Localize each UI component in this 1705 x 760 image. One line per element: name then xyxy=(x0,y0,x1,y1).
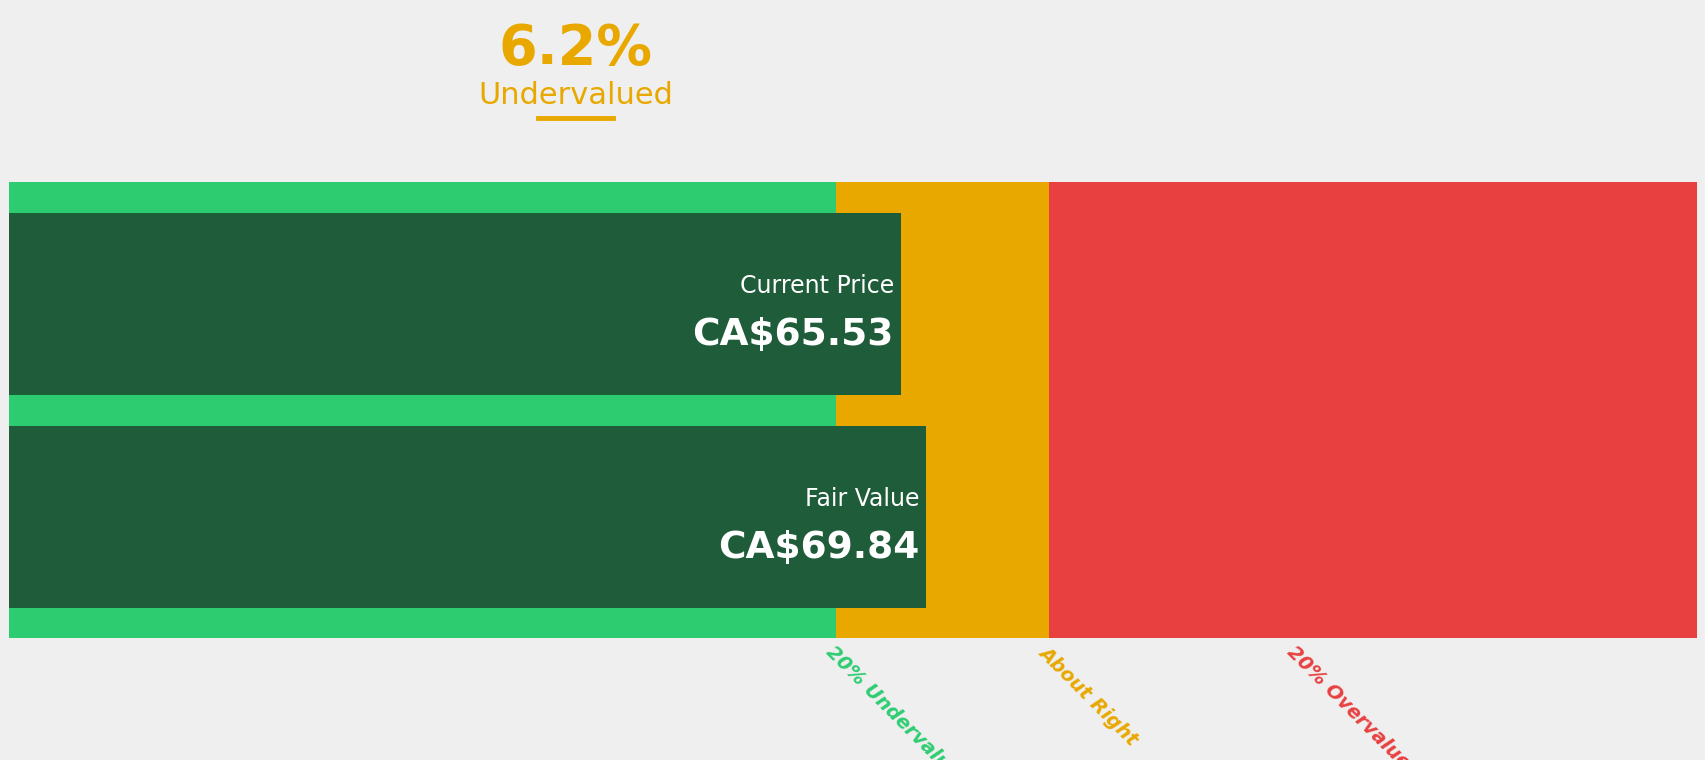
Bar xyxy=(1049,426,1696,608)
Text: About Right: About Right xyxy=(1035,642,1141,749)
Bar xyxy=(1049,182,1696,213)
Bar xyxy=(835,608,1049,638)
Text: 20% Undervalued: 20% Undervalued xyxy=(822,642,972,760)
Bar xyxy=(9,395,835,426)
Text: CA$69.84: CA$69.84 xyxy=(718,530,919,565)
Bar xyxy=(835,213,900,395)
Bar xyxy=(9,182,835,213)
Bar xyxy=(835,426,1049,608)
Text: Fair Value: Fair Value xyxy=(805,486,919,511)
Bar xyxy=(9,213,900,395)
Text: 20% Overvalued: 20% Overvalued xyxy=(1282,642,1422,760)
Bar xyxy=(1049,608,1696,638)
Text: CA$65.53: CA$65.53 xyxy=(692,317,893,353)
Text: Undervalued: Undervalued xyxy=(477,81,673,109)
Bar xyxy=(1049,213,1696,395)
Text: Current Price: Current Price xyxy=(740,274,893,298)
Bar xyxy=(835,395,1049,426)
Bar xyxy=(835,426,926,608)
Bar xyxy=(9,608,835,638)
Bar xyxy=(835,182,1049,213)
Text: 6.2%: 6.2% xyxy=(498,22,653,77)
Bar xyxy=(1049,395,1696,426)
Bar xyxy=(835,213,1049,395)
Bar xyxy=(9,426,926,608)
